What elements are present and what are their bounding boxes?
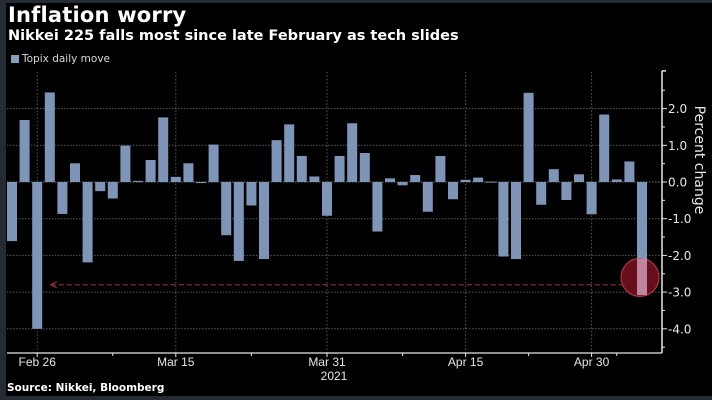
bar: [145, 159, 156, 182]
bar: [158, 117, 169, 182]
grid-lines: [7, 108, 662, 330]
bar: [120, 145, 131, 182]
y-tick-label: 2.0: [668, 102, 687, 116]
highlighted-bar: [637, 258, 647, 296]
bar: [19, 119, 30, 182]
x-tick-label: Mar 31: [308, 355, 346, 369]
x-tick-label: Apr 15: [448, 355, 484, 369]
bar: [511, 182, 521, 260]
bar: [599, 114, 610, 182]
bar: [372, 182, 383, 232]
bar: [133, 180, 143, 182]
bar: [95, 182, 106, 192]
y-axis: 2.0 1.0 0.0 -1.0 -2.0 -3.0 -4.0: [661, 70, 691, 353]
annotations: [49, 257, 660, 297]
y-tick-label: -4.0: [668, 322, 691, 336]
bar: [208, 144, 219, 182]
y-tick-label: -3.0: [668, 286, 691, 300]
bar: [561, 182, 572, 200]
bar: [309, 176, 320, 182]
x-axis-year-label: 2021: [321, 369, 348, 383]
bar: [548, 169, 559, 182]
bar: [44, 92, 55, 182]
bar: [448, 182, 458, 200]
frame-left: [0, 0, 6, 400]
bar: [246, 182, 257, 206]
source-note: Source: Nikkei, Bloomberg: [7, 382, 165, 394]
bar: [32, 182, 43, 329]
bar: [385, 178, 395, 182]
chart-subtitle: Nikkei 225 falls most since late Februar…: [8, 28, 459, 44]
chart-title: Inflation worry: [8, 3, 187, 27]
bar: [574, 174, 584, 182]
bar: [107, 182, 118, 199]
arrowhead-icon: [49, 281, 58, 289]
x-axis: Feb 26 Mar 15 Mar 31 Apr 15 Apr 30: [7, 352, 662, 369]
bar: [460, 179, 471, 182]
legend-label: Topix daily move: [22, 53, 110, 65]
bar: [284, 124, 295, 182]
bars: [7, 92, 647, 329]
bar: [183, 163, 194, 182]
bar: [221, 182, 232, 236]
bar: [334, 155, 345, 182]
bar: [611, 179, 622, 182]
bar: [347, 123, 358, 182]
bar: [7, 182, 17, 242]
y-tick-label: -1.0: [668, 212, 691, 226]
bar: [586, 182, 597, 215]
bar: [233, 182, 244, 261]
x-tick-label: Apr 30: [574, 355, 610, 369]
bar: [259, 182, 269, 260]
vertical-grid-lines: [36, 71, 593, 353]
frame-top: [0, 0, 712, 3]
bar: [271, 140, 282, 182]
bar: [410, 175, 421, 182]
frame-bottom: [0, 396, 712, 400]
bar: [637, 182, 647, 296]
bar: [196, 182, 206, 184]
bar: [70, 163, 80, 182]
bar: [322, 182, 332, 216]
x-tick-label: Feb 26: [19, 355, 57, 369]
bar: [397, 182, 408, 186]
bar: [536, 182, 547, 205]
bar: [485, 181, 496, 183]
bar: [523, 92, 534, 182]
bar: [422, 182, 433, 212]
bar: [498, 182, 509, 257]
bar: [170, 176, 181, 182]
bar: [624, 161, 635, 182]
bar: [359, 153, 370, 182]
bar: [435, 155, 446, 182]
legend: Topix daily move: [11, 52, 110, 66]
y-tick-label: 1.0: [668, 139, 687, 153]
bar: [473, 177, 484, 182]
x-tick-label: Mar 15: [157, 355, 195, 369]
bar: [57, 182, 68, 214]
y-axis-label: Percent change: [691, 106, 707, 215]
bar: [296, 155, 307, 182]
y-tick-label: 0.0: [668, 176, 687, 190]
legend-swatch: [11, 55, 19, 63]
bar: [82, 182, 93, 263]
y-tick-label: -2.0: [668, 249, 691, 263]
